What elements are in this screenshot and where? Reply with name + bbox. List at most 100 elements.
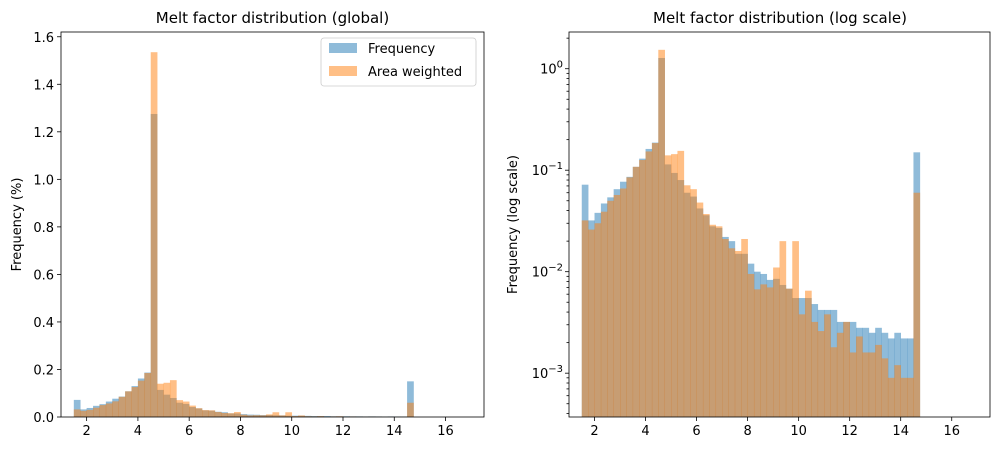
area-weighted-bar <box>182 401 190 417</box>
area-weighted-bar <box>913 192 921 417</box>
legend-swatch-frequency <box>329 43 357 53</box>
area-weighted-bar <box>195 408 203 417</box>
chart-title: Melt factor distribution (global) <box>156 9 389 27</box>
area-weighted-bar <box>137 380 145 417</box>
area-weighted-bar <box>785 288 793 417</box>
y-tick-label: 1.6 <box>33 31 54 46</box>
area-weighted-bar <box>131 387 139 417</box>
area-weighted-bar <box>86 409 94 417</box>
x-tick-label: 6 <box>692 424 700 439</box>
x-tick-label: 8 <box>236 424 244 439</box>
area-weighted-bar <box>766 287 774 417</box>
area-weighted-bar <box>658 49 665 417</box>
area-weighted-bar <box>221 412 228 417</box>
area-weighted-bar <box>581 220 589 417</box>
x-axis-ticks: 2 4 6 8 10 12 14 16 <box>82 417 454 439</box>
area-weighted-bar <box>830 347 838 417</box>
area-weighted-bar <box>272 412 280 417</box>
area-weighted-bar <box>773 267 780 417</box>
x-tick-label: 12 <box>335 424 352 439</box>
x-tick-label: 14 <box>386 424 403 439</box>
axes-frame <box>60 31 485 418</box>
y-tick-label: 0.0 <box>33 411 54 426</box>
x-tick-label: 10 <box>283 424 300 439</box>
area-weighted-bar <box>741 238 748 417</box>
legend-label-frequency: Frequency <box>368 42 435 57</box>
panel-global: Melt factor distribution (global) 2 4 6 8 10… <box>10 9 485 439</box>
area-weighted-bar <box>671 154 678 417</box>
y-tick-label: 1.0 <box>33 173 54 188</box>
y-tick-label: 0.6 <box>33 268 54 283</box>
area-weighted-bar <box>588 229 595 417</box>
area-weighted-bar <box>664 155 672 417</box>
x-tick-label: 14 <box>892 424 909 439</box>
area-weighted-bar <box>202 410 209 417</box>
area-weighted-bar <box>600 211 608 417</box>
y-tick-label: 10−3 <box>532 364 563 382</box>
area-weighted-bar <box>645 151 653 417</box>
area-weighted-bars <box>581 49 921 417</box>
area-weighted-bar <box>696 202 704 417</box>
area-weighted-bar <box>639 160 646 417</box>
area-weighted-bar <box>620 188 627 417</box>
y-axis-ticks: 10−3 10−2 10−1 100 <box>532 37 569 414</box>
area-weighted-bar <box>702 214 710 417</box>
legend-box <box>320 37 477 87</box>
frequency-bars <box>73 113 414 418</box>
area-weighted-bar <box>278 415 286 417</box>
chart-title: Melt factor distribution (log scale) <box>653 9 907 27</box>
area-weighted-bar <box>709 224 717 417</box>
y-tick-label: 0.2 <box>33 363 54 378</box>
y-tick-label: 0.8 <box>33 221 54 236</box>
area-weighted-bar <box>118 396 126 417</box>
y-axis-ticks: 0.0 0.2 0.4 0.6 0.8 1.0 1.2 1.4 1.6 <box>33 31 61 426</box>
area-weighted-bar <box>157 383 164 417</box>
legend: Frequency Area weighted <box>320 37 477 87</box>
area-weighted-bar <box>240 414 248 417</box>
area-weighted-bar <box>792 241 799 417</box>
area-weighted-bar <box>843 321 850 417</box>
area-weighted-bar <box>125 391 132 417</box>
area-weighted-bar <box>105 403 113 417</box>
x-tick-label: 8 <box>743 424 751 439</box>
frequency-bar <box>900 338 908 417</box>
area-weighted-bar <box>285 412 293 417</box>
area-weighted-bar <box>144 373 152 417</box>
frequency-bar <box>73 399 81 417</box>
area-weighted-bar <box>817 331 825 417</box>
frequency-bar <box>407 381 414 417</box>
area-weighted-bar <box>651 143 659 417</box>
area-weighted-bar <box>760 284 768 417</box>
area-weighted-bar <box>747 273 755 417</box>
x-tick-label: 6 <box>185 424 193 439</box>
area-weighted-bar <box>317 416 325 417</box>
area-weighted-bar <box>683 185 691 417</box>
x-tick-label: 16 <box>943 424 960 439</box>
area-weighted-bar <box>246 415 254 417</box>
y-tick-label: 0.4 <box>33 316 54 331</box>
area-weighted-bar <box>779 241 787 417</box>
frequency-bar <box>907 338 914 417</box>
y-tick-label: 1.2 <box>33 126 54 141</box>
area-weighted-bar <box>208 410 216 417</box>
x-tick-label: 16 <box>437 424 454 439</box>
area-weighted-bar <box>894 365 901 417</box>
area-weighted-bar <box>862 352 870 417</box>
area-weighted-bar <box>407 402 414 417</box>
area-weighted-bar <box>824 314 831 417</box>
area-weighted-bar <box>234 412 241 417</box>
area-weighted-bar <box>607 200 614 417</box>
area-weighted-bar <box>291 416 299 417</box>
area-weighted-bar <box>259 415 267 417</box>
area-weighted-bar <box>163 382 171 417</box>
y-tick-label: 100 <box>540 60 563 78</box>
y-tick-label: 10−2 <box>532 263 563 281</box>
area-weighted-bar <box>253 415 260 417</box>
area-weighted-bar <box>715 226 723 417</box>
area-weighted-bar <box>728 248 736 417</box>
area-weighted-bar <box>626 177 634 417</box>
x-tick-label: 2 <box>590 424 598 439</box>
frequency-bar <box>887 338 895 417</box>
area-weighted-bar <box>836 332 844 417</box>
